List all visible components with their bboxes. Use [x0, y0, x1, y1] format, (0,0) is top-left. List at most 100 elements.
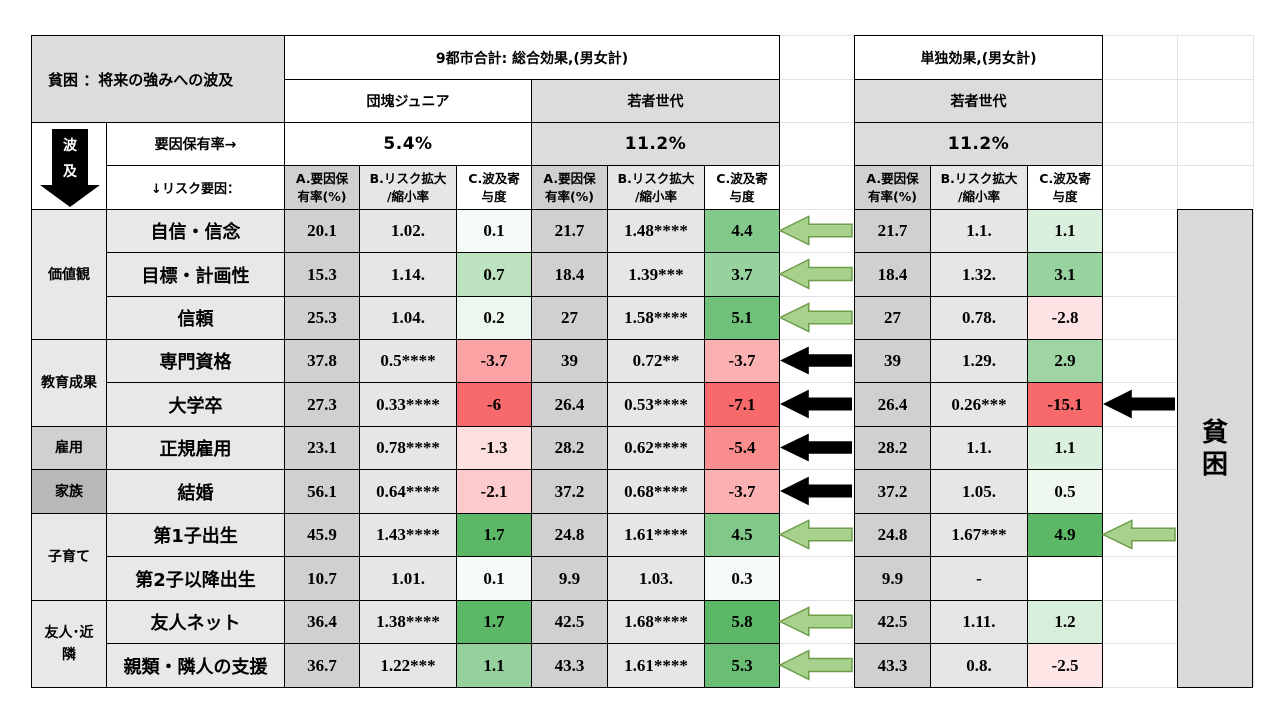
- risk-ratio-cell: 0.78.: [930, 296, 1028, 340]
- prevalence-label-cell: 要因保有率→: [106, 122, 285, 166]
- subheader-text: C.波及寄 与度: [468, 170, 520, 204]
- factor-label: 専門資格: [159, 352, 232, 373]
- contribution-cell: [1027, 556, 1103, 601]
- factor-label: 信頼: [177, 309, 214, 330]
- prevalence-value: 5.4%: [383, 134, 433, 154]
- prevalence-value-cell: 10.7: [284, 556, 360, 601]
- value-c: 5.1: [731, 308, 753, 327]
- subheader-a: A.要因保 有率(%): [284, 165, 360, 210]
- value-a: 45.9: [307, 525, 337, 544]
- prevalence-value-cell: 15.3: [284, 252, 360, 297]
- value-a: 43.3: [877, 655, 908, 675]
- factor-label: 第1子出生: [153, 526, 238, 547]
- poverty-box: 貧 困: [1177, 209, 1253, 688]
- green-left-arrow-icon: [778, 258, 853, 290]
- group2-text: 若者世代: [627, 94, 684, 110]
- prevalence-young: 11.2%: [531, 122, 780, 166]
- factor-cell: 信頼: [106, 296, 285, 340]
- prevalence-value-cell: 9.9: [531, 556, 608, 601]
- green-left-arrow-icon: [778, 606, 853, 637]
- prevalence-value-cell: 42.5: [531, 600, 608, 644]
- prevalence-value-cell: 42.5: [854, 600, 931, 644]
- contribution-cell: 3.1: [1027, 252, 1103, 297]
- value-c: -3.7: [480, 351, 508, 370]
- risk-ratio-cell: 1.1.: [930, 426, 1028, 470]
- value-b: 1.32.: [962, 264, 996, 284]
- subheader-text: C.波及寄 与度: [1039, 170, 1091, 204]
- factor-label: 友人ネット: [150, 613, 241, 634]
- value-a: 39: [884, 351, 901, 370]
- ripple-label: 波及: [63, 138, 77, 180]
- value-b: 0.72**: [632, 351, 680, 370]
- risk-ratio-cell: 0.33****: [359, 382, 457, 427]
- risk-ratio-cell: 1.14.: [359, 252, 457, 297]
- value-a: 18.4: [554, 264, 585, 284]
- value-c: 5.8: [731, 612, 753, 631]
- contribution-cell: 2.9: [1027, 339, 1103, 383]
- value-b: 1.61****: [624, 655, 688, 675]
- risk-ratio-cell: 0.53****: [607, 382, 705, 427]
- risk-ratio-cell: 0.64****: [359, 469, 457, 514]
- value-b: 1.58****: [624, 308, 688, 327]
- value-c: 1.7: [483, 612, 505, 631]
- risk-ratio-cell: 0.68****: [607, 469, 705, 514]
- value-b: 1.39***: [628, 264, 684, 284]
- risk-ratio-cell: 1.05.: [930, 469, 1028, 514]
- category-cell: 雇用: [31, 426, 107, 470]
- value-c: 0.2: [483, 308, 505, 327]
- factor-cell: 目標・計画性: [106, 252, 285, 297]
- green-left-arrow-icon: [778, 649, 853, 681]
- value-a: 25.3: [307, 308, 337, 327]
- value-a: 18.4: [877, 264, 908, 284]
- prevalence-value: 11.2%: [624, 134, 687, 154]
- value-c: -2.5: [1051, 655, 1079, 675]
- contribution-cell: -15.1: [1027, 382, 1103, 427]
- contribution-cell: -2.5: [1027, 643, 1103, 688]
- value-b: 0.53****: [624, 394, 688, 414]
- group-header-dankai: 団塊ジュニア: [284, 79, 532, 123]
- value-a: 42.5: [877, 612, 908, 631]
- contribution-cell: -3.7: [704, 339, 780, 383]
- contribution-cell: -7.1: [704, 382, 780, 427]
- factor-label: 自信・信念: [150, 222, 241, 243]
- value-a: 24.8: [554, 525, 585, 544]
- contribution-cell: -5.4: [704, 426, 780, 470]
- value-c: 0.1: [483, 221, 505, 240]
- contribution-cell: 1.1: [1027, 209, 1103, 253]
- value-a: 28.2: [877, 438, 908, 457]
- ripple-down-arrow-icon: [40, 129, 100, 207]
- value-a: 21.7: [877, 221, 908, 240]
- value-a: 56.1: [307, 481, 337, 501]
- prevalence-value-cell: 56.1: [284, 469, 360, 514]
- contribution-cell: 0.5: [1027, 469, 1103, 514]
- factor-cell: 正規雇用: [106, 426, 285, 470]
- prevalence-label-text: 要因保有率→: [154, 137, 237, 153]
- prevalence-value-cell: 26.4: [531, 382, 608, 427]
- value-b: 1.48****: [624, 221, 688, 240]
- contribution-cell: 1.7: [456, 513, 532, 557]
- prevalence-value-cell: 39: [531, 339, 608, 383]
- value-c: 4.5: [731, 525, 753, 544]
- risk-ratio-cell: 0.72**: [607, 339, 705, 383]
- contribution-cell: 4.9: [1027, 513, 1103, 557]
- risk-ratio-cell: 1.01.: [359, 556, 457, 601]
- value-c: 0.7: [483, 264, 505, 284]
- contribution-cell: -2.1: [456, 469, 532, 514]
- value-a: 37.2: [554, 481, 585, 501]
- risk-factor-label-cell: ↓リスク要因：: [106, 165, 285, 210]
- value-c: 0.3: [731, 568, 753, 588]
- factor-cell: 自信・信念: [106, 209, 285, 253]
- value-b: 0.78****: [376, 438, 440, 457]
- risk-ratio-cell: 0.8.: [930, 643, 1028, 688]
- value-b: 1.61****: [624, 525, 688, 544]
- category-label: 家族: [55, 483, 83, 500]
- category-cell: 子育て: [31, 513, 107, 601]
- total-effect-text: 9都市合計: 総合効果,(男女計): [435, 50, 629, 67]
- contribution-cell: -2.8: [1027, 296, 1103, 340]
- value-c: -5.4: [728, 438, 756, 457]
- value-b: 0.62****: [624, 438, 688, 457]
- value-c: 1.7: [483, 525, 505, 544]
- value-b: 1.1.: [966, 438, 992, 457]
- factor-cell: 第2子以降出生: [106, 556, 285, 601]
- green-left-arrow-icon: [778, 519, 853, 550]
